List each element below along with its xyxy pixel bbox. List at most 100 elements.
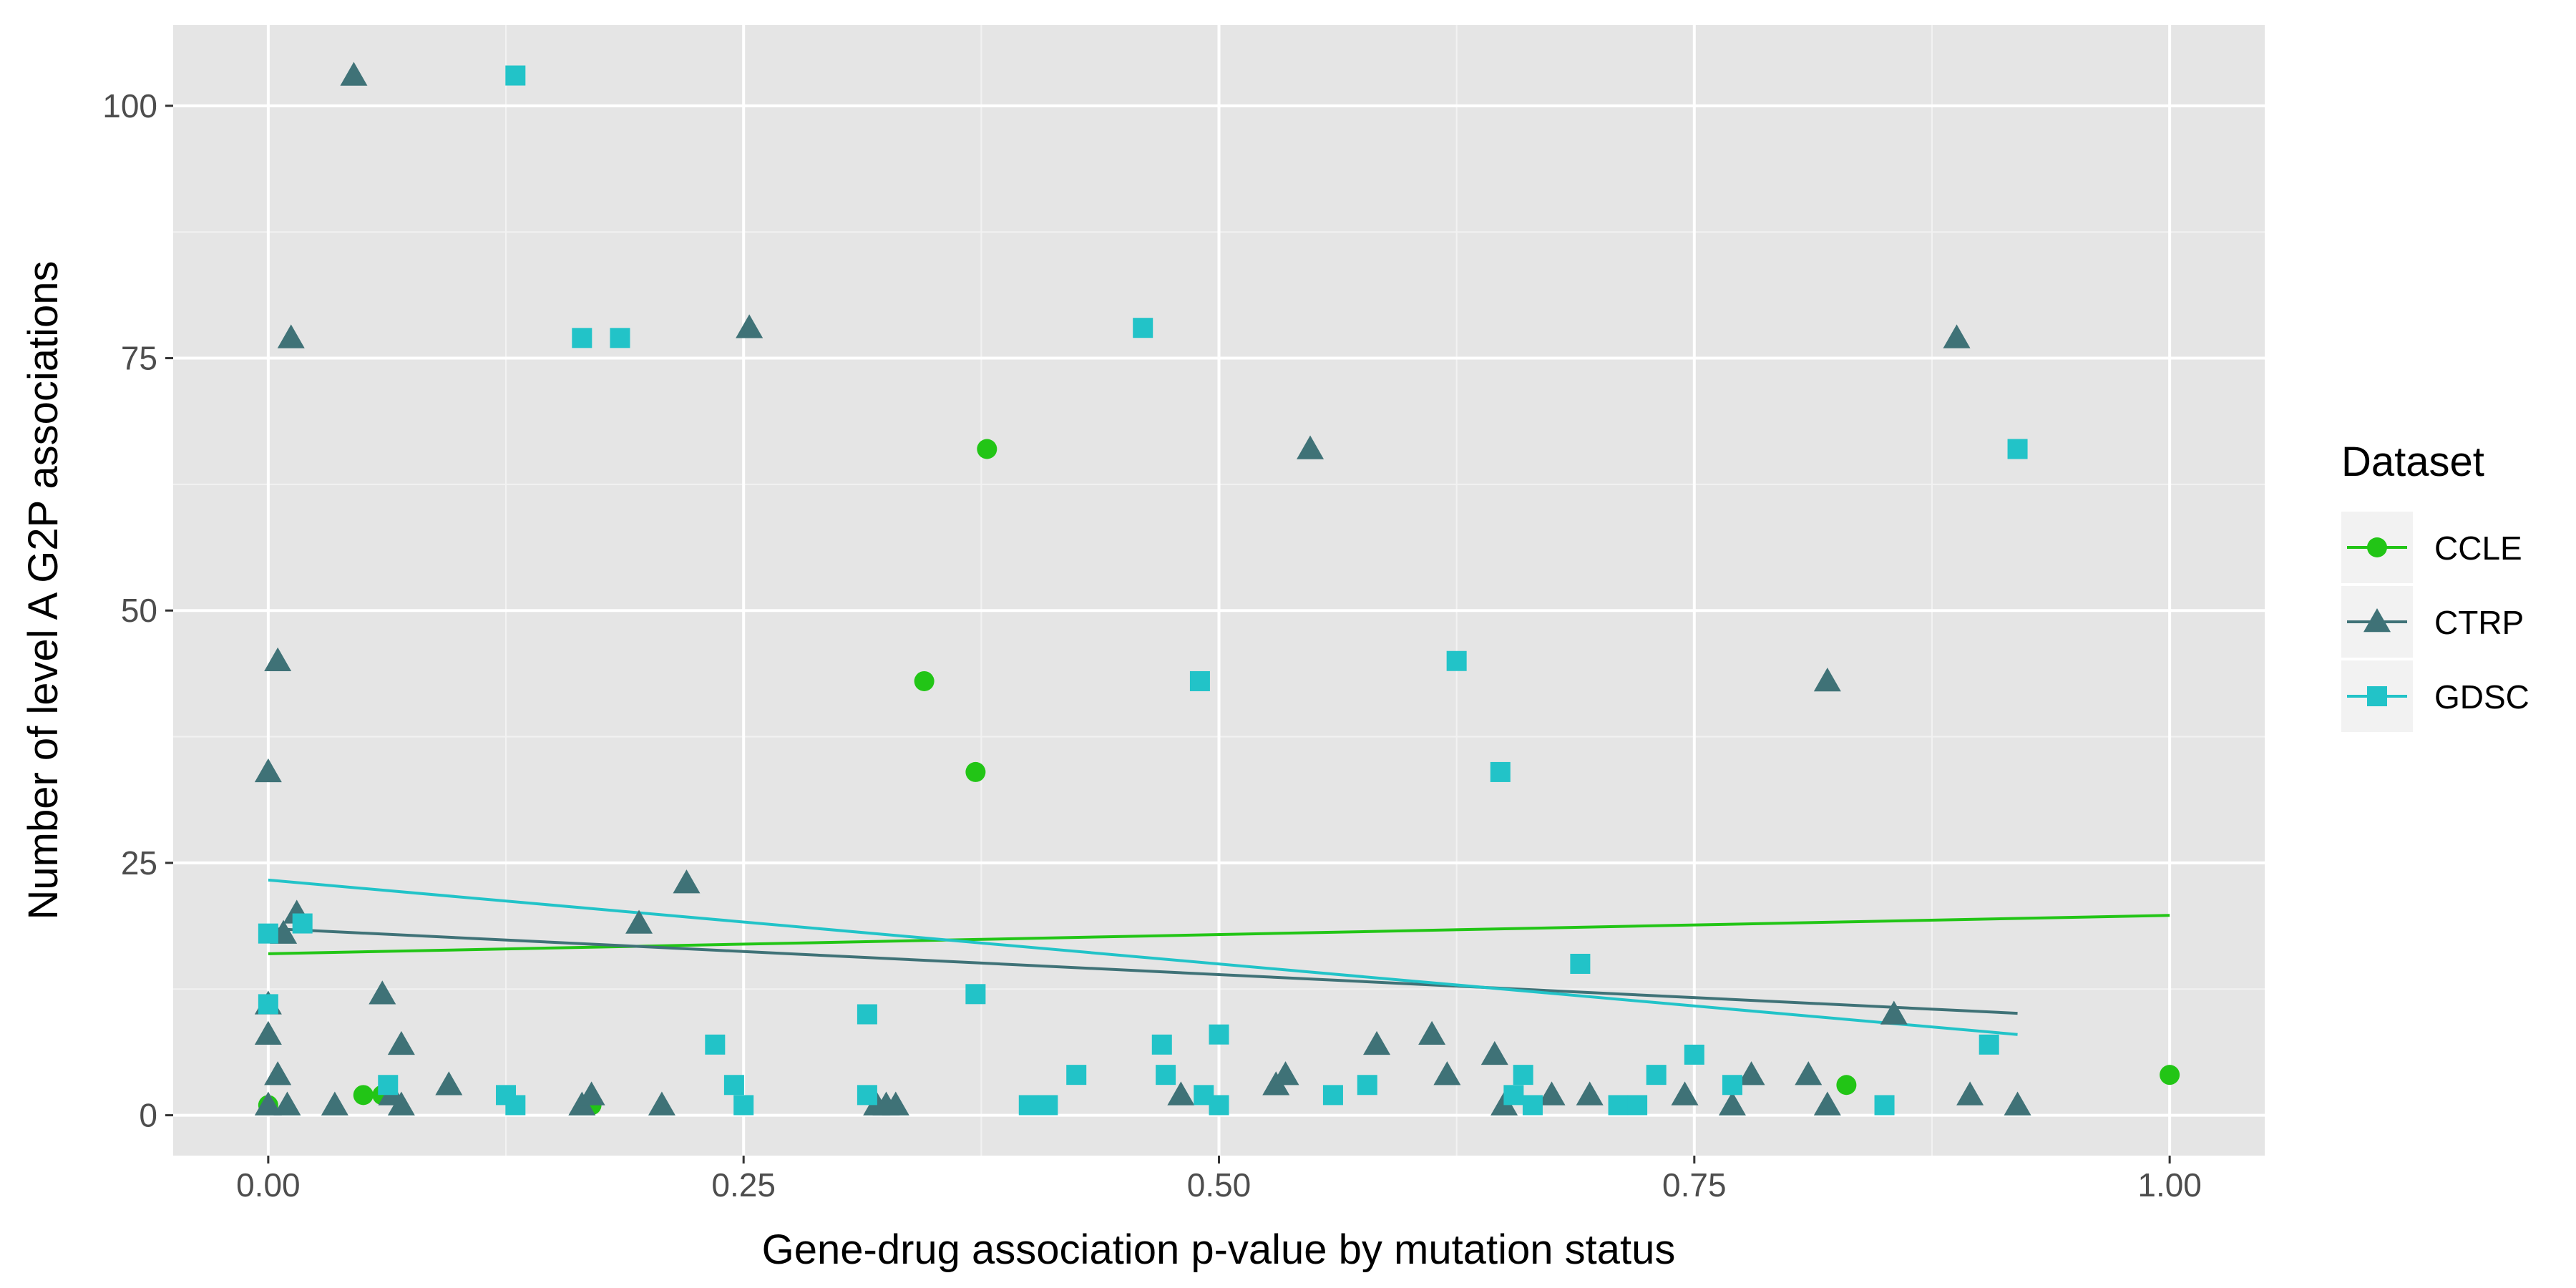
data-point-ctrp [1813, 667, 1841, 692]
data-point-ctrp [673, 869, 701, 894]
legend: Dataset CCLE CTRP GDSC [2341, 439, 2529, 732]
data-point-ccle [2160, 1065, 2180, 1085]
data-point-ctrp [1795, 1061, 1823, 1085]
x-tick-label: 1.00 [2137, 1166, 2202, 1204]
legend-title: Dataset [2341, 439, 2484, 485]
data-point-ctrp [254, 758, 282, 783]
data-point-gdsc [1646, 1065, 1667, 1085]
data-point-ctrp [625, 909, 653, 934]
data-point-ccle [1836, 1075, 1857, 1096]
data-point-gdsc [1446, 650, 1467, 671]
data-point-ctrp [2004, 1091, 2031, 1116]
data-point-gdsc [705, 1034, 726, 1055]
y-tick-label: 25 [121, 844, 157, 882]
data-point-ctrp [1813, 1091, 1841, 1116]
data-point-ccle [965, 761, 986, 782]
data-point-ctrp [736, 314, 763, 338]
data-point-ccle [977, 439, 997, 459]
data-point-ctrp [264, 647, 292, 671]
data-point-ctrp [254, 1091, 282, 1116]
legend-key-marker [2367, 537, 2387, 557]
data-point-gdsc [505, 65, 526, 86]
data-point-gdsc [857, 1085, 877, 1106]
data-point-ctrp [577, 1081, 605, 1106]
trend-lines [268, 878, 2170, 1036]
data-point-ctrp [1943, 324, 1971, 348]
y-tick-label: 100 [102, 87, 157, 125]
data-point-gdsc [1066, 1065, 1087, 1085]
data-point-ctrp [1737, 1061, 1765, 1085]
data-point-gdsc [1513, 1065, 1533, 1085]
legend-label: GDSC [2434, 678, 2529, 716]
data-point-ctrp [1272, 1061, 1299, 1085]
data-point-ctrp [435, 1071, 463, 1096]
trend-line-ctrp [268, 927, 2018, 1015]
data-point-ctrp [648, 1091, 675, 1116]
data-point-ctrp [1538, 1081, 1566, 1106]
data-point-gdsc [378, 1075, 399, 1096]
x-tick-label: 0.25 [711, 1166, 776, 1204]
data-point-gdsc [1570, 953, 1591, 974]
y-tick-label: 0 [139, 1097, 157, 1134]
legend-item-ctrp: CTRP [2341, 586, 2524, 658]
data-point-gdsc [733, 1095, 754, 1116]
x-tick-label: 0.75 [1662, 1166, 1727, 1204]
data-point-gdsc [572, 328, 592, 348]
data-point-ctrp [1718, 1091, 1746, 1116]
data-point-ctrp [1576, 1081, 1604, 1106]
data-point-gdsc [258, 923, 278, 944]
x-axis: 0.00 0.25 0.50 0.75 1.00 [236, 1156, 2202, 1204]
data-point-gdsc [1133, 318, 1153, 338]
data-point-gdsc [1684, 1044, 1704, 1065]
data-point-gdsc [610, 328, 630, 348]
grid-major [173, 25, 2265, 1156]
data-point-gdsc [1018, 1095, 1039, 1116]
trend-line-gdsc [268, 878, 2018, 1036]
data-point-ccle [914, 670, 935, 691]
data-point-gdsc [505, 1095, 526, 1116]
data-point-ctrp [1671, 1081, 1699, 1106]
legend-key-marker [2363, 608, 2391, 633]
x-tick-label: 0.00 [236, 1166, 301, 1204]
data-point-ctrp [369, 980, 396, 1005]
y-tick-label: 50 [121, 592, 157, 629]
data-point-gdsc [292, 913, 313, 934]
legend-label: CCLE [2434, 530, 2522, 567]
data-point-gdsc [1490, 761, 1511, 782]
data-point-ctrp [273, 1091, 301, 1116]
data-point-ctrp [387, 1091, 415, 1116]
data-point-gdsc [1322, 1085, 1343, 1106]
x-tick-label: 0.50 [1187, 1166, 1252, 1204]
data-point-gdsc [857, 1004, 877, 1025]
data-point-gdsc [258, 994, 278, 1015]
legend-label: CTRP [2434, 604, 2524, 641]
data-point-gdsc [1038, 1095, 1058, 1116]
data-point-gdsc [1209, 1095, 1229, 1116]
y-axis: 0 25 50 75 100 [102, 87, 173, 1134]
data-point-ctrp [1297, 435, 1324, 459]
y-tick-label: 75 [121, 340, 157, 377]
data-point-gdsc [965, 984, 986, 1005]
legend-key-marker [2367, 686, 2387, 706]
data-point-gdsc [1156, 1065, 1176, 1085]
data-point-ctrp [277, 324, 305, 348]
data-point-ctrp [1880, 1000, 1908, 1025]
data-point-ctrp [387, 1030, 415, 1055]
x-axis-label: Gene-drug association p-value by mutatio… [762, 1226, 1676, 1273]
data-point-gdsc [1522, 1095, 1543, 1116]
data-point-gdsc [1608, 1095, 1629, 1116]
data-point-ctrp [1363, 1030, 1391, 1055]
data-point-gdsc [2007, 439, 2028, 459]
data-point-gdsc [1627, 1095, 1648, 1116]
data-point-ctrp [1167, 1081, 1195, 1106]
data-point-ctrp [1480, 1040, 1508, 1065]
data-point-gdsc [1189, 670, 1210, 691]
data-point-gdsc [1722, 1075, 1742, 1096]
data-point-gdsc [1151, 1034, 1172, 1055]
data-point-ctrp [264, 1061, 292, 1085]
data-point-ctrp [1433, 1061, 1461, 1085]
data-point-gdsc [1503, 1085, 1524, 1106]
data-point-gdsc [723, 1075, 744, 1096]
data-point-ctrp [321, 1091, 348, 1116]
legend-item-gdsc: GDSC [2341, 660, 2529, 732]
